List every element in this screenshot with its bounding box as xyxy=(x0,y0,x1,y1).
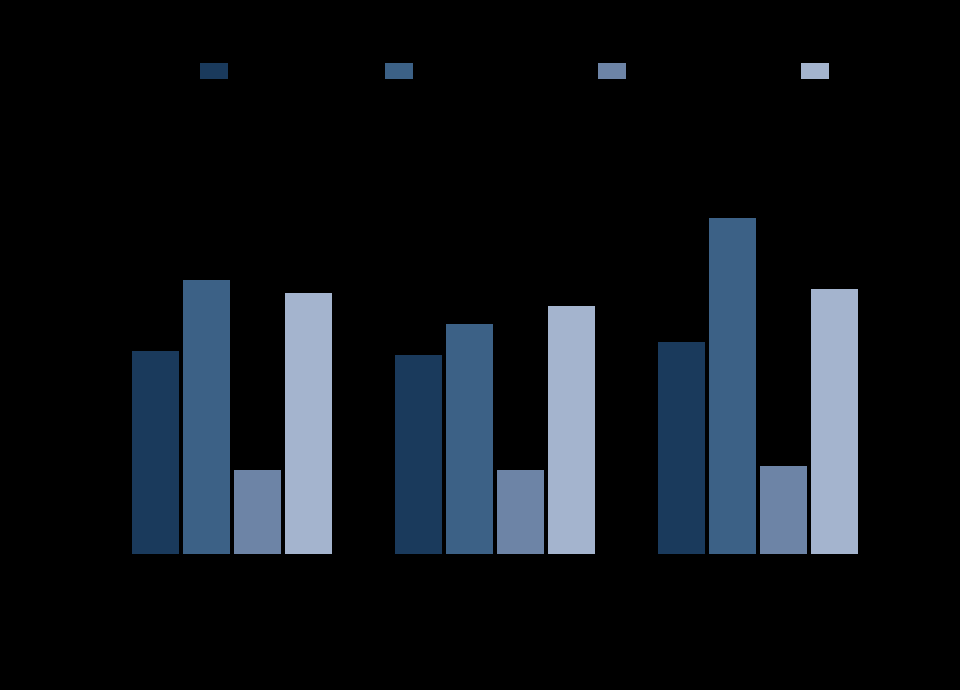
legend-item: Silent (67+) xyxy=(200,62,315,79)
y-tick-label: 90 xyxy=(74,148,90,164)
legend-item: Gen X (33-47) xyxy=(598,62,731,79)
bar xyxy=(497,470,544,554)
y-tick-label: 10 xyxy=(74,502,90,518)
y-tick-label: 30 xyxy=(74,413,90,429)
x-tick-label: 2012 xyxy=(743,566,774,582)
y-tick-mark xyxy=(94,245,100,246)
legend-label: Silent (67+) xyxy=(238,62,315,79)
bar xyxy=(709,218,756,554)
legend-label: Boomer (48-66) xyxy=(423,62,528,79)
y-axis-line xyxy=(100,112,101,554)
legend-swatch xyxy=(385,63,413,79)
y-tick-mark xyxy=(94,377,100,378)
y-tick-mark xyxy=(94,421,100,422)
bar xyxy=(395,355,442,554)
y-tick-label: 20 xyxy=(74,458,90,474)
chart-container: Online News Users, by Generation % of ea… xyxy=(0,0,960,690)
y-tick-mark xyxy=(94,200,100,201)
bar xyxy=(183,280,230,554)
y-tick-label: 80 xyxy=(74,192,90,208)
legend-item: Boomer (48-66) xyxy=(385,62,528,79)
bar xyxy=(658,342,705,554)
y-tick-mark xyxy=(94,112,100,113)
bar xyxy=(285,293,332,554)
y-tick-mark xyxy=(94,554,100,555)
x-tick-label: 2010 xyxy=(479,566,510,582)
y-tick-label: 70 xyxy=(74,237,90,253)
source-text: Source: Pew Research Center xyxy=(100,647,276,662)
y-tick-mark xyxy=(94,466,100,467)
y-tick-label: 100 xyxy=(67,104,90,120)
legend-label: Millenial (18-32) xyxy=(839,62,946,79)
legend-swatch xyxy=(200,63,228,79)
bar xyxy=(446,324,493,554)
x-tick-label: 2008 xyxy=(216,566,247,582)
bar xyxy=(760,466,807,554)
y-tick-label: 50 xyxy=(74,325,90,341)
legend-swatch xyxy=(801,63,829,79)
legend-swatch xyxy=(598,63,626,79)
bar xyxy=(811,289,858,554)
y-tick-mark xyxy=(94,156,100,157)
bar xyxy=(234,470,281,554)
bar xyxy=(548,306,595,554)
y-tick-label: 60 xyxy=(74,281,90,297)
y-tick-mark xyxy=(94,333,100,334)
chart-title: Online News Users, by Generation xyxy=(0,14,960,37)
bar xyxy=(132,351,179,554)
legend: Silent (67+) Boomer (48-66) Gen X (33-47) M… xyxy=(200,62,946,79)
y-tick-mark xyxy=(94,289,100,290)
y-tick-label: 40 xyxy=(74,369,90,385)
y-tick-label: 0 xyxy=(82,546,90,562)
plot-area: 0102030405060708090100 200820102012 xyxy=(100,112,890,554)
legend-item: Millenial (18-32) xyxy=(801,62,946,79)
y-tick-mark xyxy=(94,510,100,511)
legend-label: Gen X (33-47) xyxy=(636,62,731,79)
